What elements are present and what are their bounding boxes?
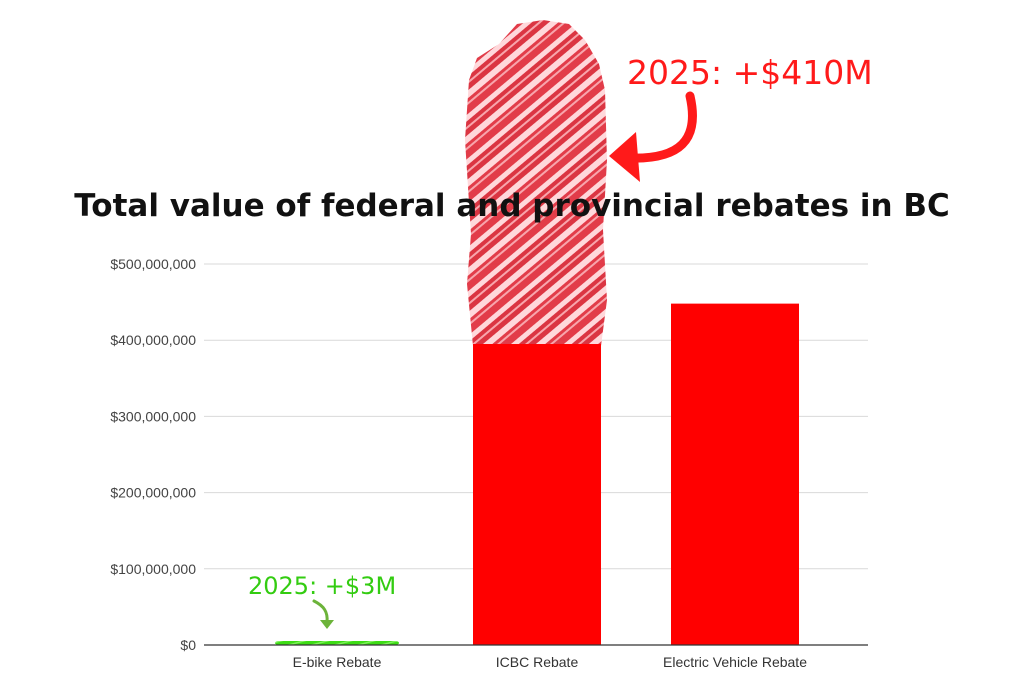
scribble-extensions [465, 20, 607, 347]
chart-title: Total value of federal and provincial re… [74, 188, 949, 224]
x-tick-label: E-bike Rebate [293, 654, 382, 670]
y-tick-label: $200,000,000 [110, 485, 196, 501]
x-tick-label: ICBC Rebate [496, 654, 579, 670]
x-axis-ticks: E-bike Rebate ICBC Rebate Electric Vehicle… [293, 654, 808, 670]
annotations: 2025: +$410M 2025: +$3M [248, 53, 873, 629]
bar-e-bike-rebate [275, 640, 399, 645]
y-tick-label: $400,000,000 [110, 332, 196, 348]
y-tick-label: $100,000,000 [110, 561, 196, 577]
y-tick-label: $0 [180, 637, 196, 653]
x-tick-label: Electric Vehicle Rebate [663, 654, 807, 670]
annotation-icbc: 2025: +$410M [627, 53, 873, 92]
bars [275, 303, 799, 645]
bar-electric-vehicle-rebate [671, 303, 799, 645]
arrowhead-green [320, 620, 334, 629]
icbc-scribble-extension [465, 20, 607, 347]
y-tick-label: $500,000,000 [110, 256, 196, 272]
y-tick-label: $300,000,000 [110, 408, 196, 424]
annotation-arrow-red [623, 91, 697, 163]
annotation-e-bike: 2025: +$3M [248, 572, 396, 600]
bar-icbc-rebate [473, 344, 601, 645]
annotation-arrow-green [312, 599, 329, 624]
y-axis-ticks: $0 $100,000,000 $200,000,000 $300,000,000 $4… [110, 256, 196, 653]
arrowhead-red [609, 132, 640, 182]
